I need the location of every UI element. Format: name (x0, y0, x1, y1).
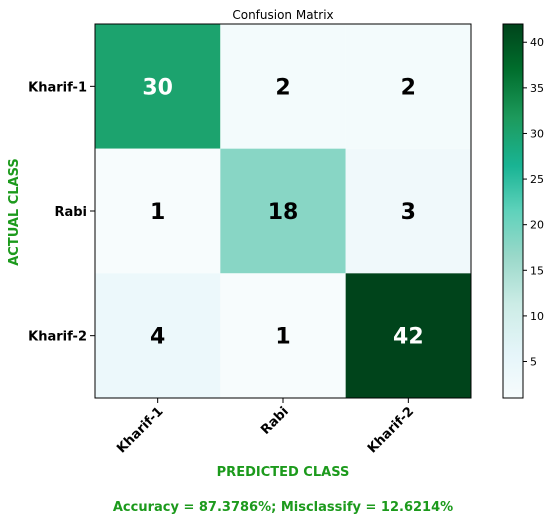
heatmap-cell (220, 273, 346, 398)
x-axis-label: PREDICTED CLASS (217, 465, 350, 480)
chart-title: Confusion Matrix (232, 8, 333, 22)
heatmap-cells: 30 2 2 1 18 3 4 1 42 (95, 24, 471, 398)
heatmap-cell (220, 24, 346, 149)
y-tick-label: Rabi (54, 205, 87, 220)
heatmap-cell (345, 24, 471, 149)
y-axis-label: ACTUAL CLASS (7, 158, 22, 266)
cell-value-label: 2 (275, 75, 290, 100)
x-tick-label: Kharif-2 (365, 404, 417, 456)
y-tick-label: Kharif-2 (28, 330, 87, 345)
cell-value-label: 18 (268, 200, 299, 225)
colorbar-tick-label: 25 (530, 173, 544, 186)
heatmap-cell (95, 148, 221, 274)
colorbar-tick-label: 20 (530, 219, 544, 232)
y-tick-label: Kharif-1 (28, 80, 87, 95)
heatmap-cell (345, 148, 471, 274)
heatmap-cell (95, 273, 221, 398)
cell-value-label: 42 (393, 325, 424, 350)
cell-value-label: 1 (150, 200, 165, 225)
colorbar-tick-label: 15 (530, 264, 544, 277)
heatmap-cell (95, 24, 221, 149)
heatmap-cell (345, 273, 471, 398)
colorbar-tick-label: 30 (530, 127, 544, 140)
cell-value-label: 30 (142, 75, 173, 100)
accuracy-caption: Accuracy = 87.3786%; Misclassify = 12.62… (113, 500, 453, 515)
cell-value-label: 1 (275, 325, 290, 350)
x-tick-label: Kharif-1 (114, 404, 166, 456)
colorbar-tick-label: 5 (530, 356, 537, 369)
cell-value-label: 2 (401, 75, 416, 100)
cell-value-label: 3 (401, 200, 416, 225)
colorbar (502, 23, 524, 399)
colorbar-tick-label: 40 (530, 36, 544, 49)
x-tick-label: Rabi (258, 404, 292, 438)
cell-value-label: 4 (150, 325, 165, 350)
heatmap-cell (220, 148, 346, 274)
colorbar-tick-label: 35 (530, 82, 544, 95)
colorbar-ticks: 5 10 15 20 25 30 35 40 (523, 36, 544, 369)
colorbar-tick-label: 10 (530, 310, 544, 323)
